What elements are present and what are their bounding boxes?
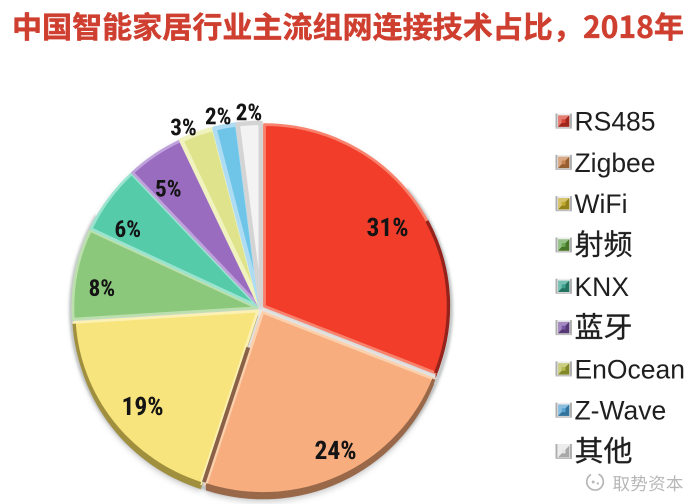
svg-text:WiFi: WiFi xyxy=(575,189,628,219)
svg-text:EnOcean: EnOcean xyxy=(575,354,686,384)
svg-text:KNX: KNX xyxy=(575,272,630,302)
svg-text:RS485: RS485 xyxy=(575,107,656,137)
svg-text:Zigbee: Zigbee xyxy=(575,148,656,178)
svg-text:Z-Wave: Z-Wave xyxy=(575,396,667,426)
